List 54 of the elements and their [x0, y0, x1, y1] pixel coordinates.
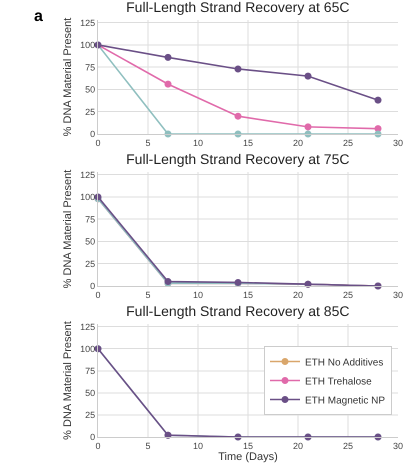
- x-tick-label: 10: [192, 290, 204, 300]
- y-tick-label: 125: [80, 322, 96, 332]
- x-axis-title: Time (Days): [218, 451, 278, 463]
- x-tick-label: 30: [392, 290, 404, 300]
- y-tick-label: 125: [80, 18, 96, 28]
- point: [234, 112, 242, 120]
- legend-label: ETH No Additives: [305, 357, 384, 368]
- x-tick-label: 20: [292, 138, 304, 148]
- x-tick-label: 5: [145, 440, 151, 451]
- x-tick-label: 25: [342, 290, 354, 300]
- y-tick-label: 0: [90, 129, 96, 140]
- chart-title: Full-Length Strand Recovery at 85C: [126, 302, 350, 319]
- x-tick-label: 25: [342, 440, 354, 451]
- y-tick-label: 25: [85, 410, 96, 420]
- y-tick-label: 50: [85, 388, 96, 398]
- x-tick-label: 10: [192, 440, 204, 451]
- point: [304, 123, 312, 130]
- point: [374, 96, 382, 104]
- y-axis-title: % DNA Material Present: [62, 18, 74, 136]
- y-tick-label: 125: [80, 170, 96, 180]
- chart-title: Full-Length Strand Recovery at 75C: [126, 150, 350, 167]
- x-tick-label: 30: [392, 440, 404, 451]
- point: [304, 72, 312, 80]
- y-tick-label: 75: [85, 366, 96, 376]
- x-tick-label: 5: [145, 290, 151, 300]
- y-tick-label: 0: [90, 432, 96, 442]
- x-tick-label: 10: [192, 138, 204, 148]
- y-tick-label: 75: [85, 214, 96, 224]
- y-tick-label: 25: [85, 258, 96, 269]
- y-tick-label: 100: [80, 40, 96, 50]
- x-tick-label: 15: [242, 290, 254, 300]
- point: [164, 80, 172, 88]
- x-tick-label: 15: [242, 440, 254, 451]
- chart-title: Full-Length Strand Recovery at 65C: [126, 0, 350, 15]
- y-tick-label: 0: [90, 281, 96, 292]
- point: [234, 65, 242, 72]
- y-axis-title: % DNA Material Present: [62, 321, 74, 440]
- x-tick-label: 30: [392, 138, 404, 148]
- y-tick-label: 25: [85, 106, 96, 117]
- point: [164, 54, 172, 61]
- text: a: [34, 8, 43, 25]
- y-tick-label: 50: [85, 236, 96, 247]
- x-tick-label: 5: [145, 138, 151, 148]
- x-tick-label: 20: [292, 440, 304, 451]
- x-tick-label: 25: [342, 138, 354, 148]
- x-tick-label: 15: [242, 138, 254, 148]
- y-tick-label: 75: [85, 62, 96, 72]
- y-axis-title: % DNA Material Present: [62, 170, 74, 288]
- y-tick-label: 100: [80, 344, 96, 354]
- x-tick-label: 20: [292, 290, 304, 300]
- legend-label: ETH Trehalose: [305, 376, 372, 388]
- legend-label: ETH Magnetic NP: [305, 395, 386, 406]
- y-tick-label: 100: [80, 192, 96, 202]
- y-tick-label: 50: [85, 84, 96, 95]
